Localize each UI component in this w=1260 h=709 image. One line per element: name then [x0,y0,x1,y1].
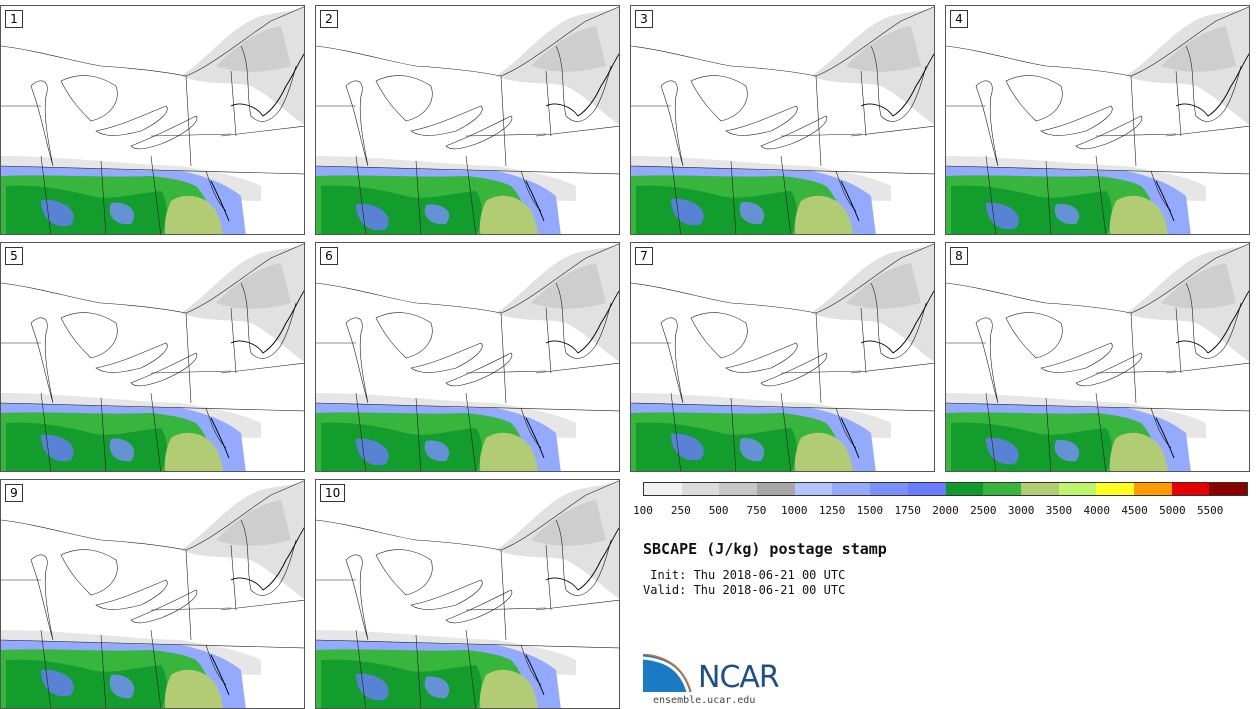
colorbar-segment [1171,483,1210,495]
colorbar-ticks: 100 250 500 750 1000 1250 1500 1750 2000 2500 3000… [633,504,1248,518]
colorbar-tick-label: 4000 [1083,504,1111,517]
colorbar-tick-label: 2500 [970,504,997,517]
colorbar-segment [644,483,682,495]
colorbar-segment [1209,483,1247,495]
colorbar-tick-label: 1000 [781,504,808,517]
colorbar-tick-label: 1250 [818,504,846,517]
colorbar-tick-label: 4500 [1121,504,1148,517]
colorbar-segment [1020,483,1059,495]
colorbar-tick-label: 5000 [1159,504,1186,517]
colorbar-segment [794,483,833,495]
colorbar-segment [983,483,1021,495]
postage-stamp-map-2: 2 [315,5,620,235]
member-number-label: 5 [5,247,23,265]
colorbar-tick-label: 2000 [932,504,959,517]
postage-stamp-map-5: 5 [0,242,305,472]
colorbar-tick-label: 3000 [1007,504,1035,517]
valid-time: Valid: Thu 2018-06-21 00 UTC [643,583,846,597]
map-title: SBCAPE (J/kg) postage stamp [643,540,887,558]
postage-stamp-map-4: 4 [945,5,1250,235]
postage-stamp-map-1: 1 [0,5,305,235]
colorbar-tick-label: 250 [670,504,691,517]
member-number-label: 8 [950,247,968,265]
colorbar-segment [1096,483,1134,495]
member-number-label: 4 [950,10,968,28]
init-time: Init: Thu 2018-06-21 00 UTC [643,568,846,582]
colorbar-segment [832,483,871,495]
colorbar-tick-label: 100 [633,504,653,517]
postage-stamp-map-7: 7 [630,242,935,472]
cape-colorbar [643,482,1248,496]
colorbar-tick-label: 750 [746,504,767,517]
colorbar-tick-label: 3500 [1045,504,1073,517]
colorbar-tick-label: 500 [708,504,729,517]
colorbar-segment [1133,483,1172,495]
colorbar-tick-label: 1500 [856,504,884,517]
member-number-label: 6 [320,247,338,265]
member-number-label: 1 [5,10,23,28]
colorbar-segment [719,483,758,495]
postage-stamp-map-10: 10 [315,479,620,709]
ncar-logo-text: NCAR [698,660,780,695]
member-number-label: 9 [5,484,23,502]
colorbar-segment [870,483,908,495]
postage-stamp-map-8: 8 [945,242,1250,472]
colorbar-segment [681,483,720,495]
postage-stamp-map-9: 9 [0,479,305,709]
colorbar-tick-label: 5500 [1196,504,1224,517]
member-number-label: 2 [320,10,338,28]
colorbar-segment [1058,483,1097,495]
member-number-label: 3 [635,10,653,28]
postage-stamp-map-3: 3 [630,5,935,235]
logo-url: ensemble.ucar.edu [653,695,756,706]
ncar-logo-icon [643,654,692,693]
colorbar-segment [945,483,984,495]
member-number-label: 7 [635,247,653,265]
postage-stamp-map-6: 6 [315,242,620,472]
colorbar-tick-label: 1750 [894,504,921,517]
colorbar-segment [757,483,795,495]
colorbar-segment [907,483,946,495]
member-number-label: 10 [320,484,346,502]
